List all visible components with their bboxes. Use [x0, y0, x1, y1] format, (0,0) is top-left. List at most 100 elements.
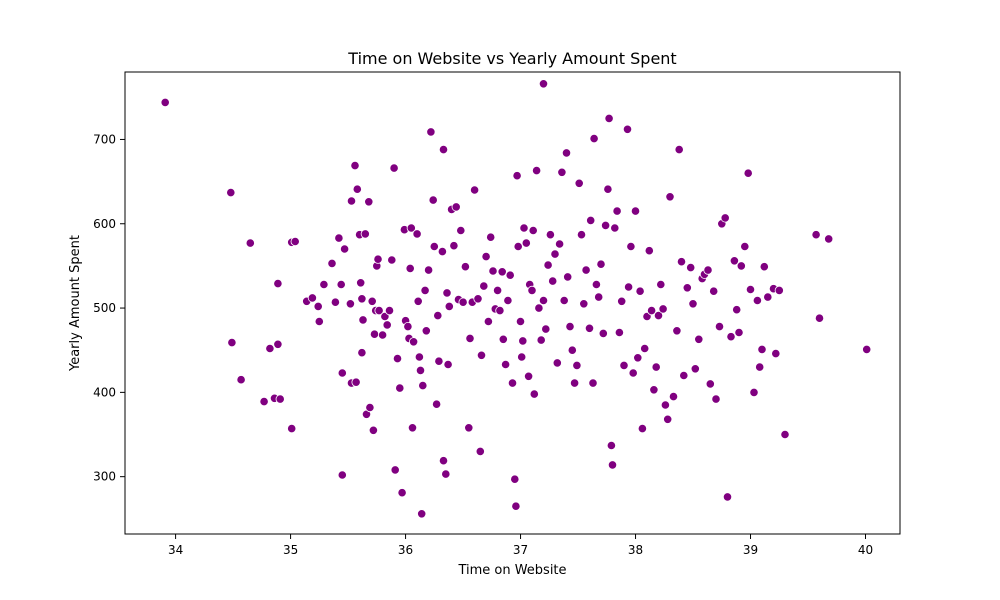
data-point [557, 167, 567, 177]
x-tick-label: 35 [283, 543, 298, 557]
data-point [565, 321, 575, 332]
data-point [686, 262, 696, 273]
data-point [337, 368, 347, 378]
data-point [589, 134, 599, 144]
data-point [604, 113, 614, 124]
data-point [368, 425, 378, 435]
x-tick-label: 37 [513, 543, 528, 557]
data-point [653, 310, 664, 321]
data-point [668, 391, 679, 402]
data-point [357, 294, 367, 304]
data-point [350, 161, 360, 171]
data-point [441, 469, 451, 479]
data-point [567, 345, 577, 355]
data-point [413, 296, 423, 306]
data-point [517, 352, 527, 362]
data-point [714, 321, 725, 332]
data-point [465, 333, 475, 343]
data-point [824, 234, 834, 244]
data-point [500, 359, 511, 370]
data-point [529, 389, 539, 399]
data-point [679, 370, 689, 381]
data-point [434, 356, 444, 366]
data-point [705, 379, 715, 389]
data-point [377, 330, 388, 340]
data-point [405, 263, 415, 273]
data-point [755, 362, 765, 372]
data-point [314, 316, 324, 327]
data-point [528, 225, 538, 236]
data-point [559, 295, 569, 306]
plot-area-frame [124, 71, 901, 535]
data-point [160, 97, 170, 108]
data-point [745, 284, 756, 295]
data-point [576, 230, 587, 240]
data-point [774, 285, 784, 295]
data-point [635, 286, 645, 296]
data-point [382, 320, 392, 330]
data-point [749, 387, 759, 397]
data-point [327, 258, 337, 268]
data-point [505, 270, 515, 280]
data-point [651, 362, 661, 372]
data-point [572, 360, 582, 370]
data-point [319, 279, 329, 290]
data-point [612, 206, 622, 216]
data-point [561, 148, 572, 158]
data-point [814, 313, 825, 323]
data-point [245, 238, 255, 248]
data-point [519, 223, 529, 233]
data-point [227, 337, 237, 348]
data-point [563, 272, 573, 282]
data-point [374, 305, 384, 316]
data-point [334, 233, 344, 243]
data-point [545, 230, 556, 240]
y-tick-label: 700 [93, 132, 116, 146]
data-point [623, 282, 634, 292]
data-point [541, 324, 551, 334]
data-point [259, 396, 269, 407]
data-point [594, 292, 604, 302]
data-point [438, 456, 449, 466]
data-point [584, 323, 595, 333]
data-point [734, 327, 744, 338]
data-point [674, 145, 684, 155]
data-point [384, 305, 395, 316]
data-point [579, 299, 589, 309]
data-point [451, 202, 461, 212]
data-point [743, 168, 753, 178]
data-point [365, 402, 375, 413]
data-point [640, 343, 650, 354]
y-tick-label: 600 [93, 217, 116, 231]
x-tick-label: 40 [858, 543, 873, 557]
data-point [495, 305, 505, 316]
data-point [548, 276, 558, 286]
y-tick-label: 400 [93, 385, 116, 399]
data-point [307, 293, 317, 303]
data-point [389, 163, 399, 173]
data-point [862, 344, 872, 354]
data-point [511, 501, 521, 511]
data-point [273, 339, 283, 349]
data-point [337, 470, 347, 480]
data-point [596, 259, 606, 269]
data-point [554, 239, 565, 249]
data-point [346, 196, 357, 206]
data-point [403, 321, 413, 332]
data-point [364, 197, 374, 207]
data-point [512, 171, 522, 181]
y-tick-label: 300 [93, 470, 116, 484]
data-point [408, 337, 419, 347]
data-point [488, 266, 498, 276]
data-point [473, 294, 483, 304]
data-point [236, 375, 246, 385]
data-point [622, 124, 633, 134]
data-point [633, 353, 643, 363]
data-point [690, 364, 700, 374]
data-point [527, 285, 537, 295]
chart-title: Time on Website vs Yearly Amount Spent [347, 49, 676, 68]
data-point [456, 225, 466, 236]
data-point [351, 377, 361, 387]
data-point [740, 241, 750, 252]
data-point [720, 213, 730, 223]
